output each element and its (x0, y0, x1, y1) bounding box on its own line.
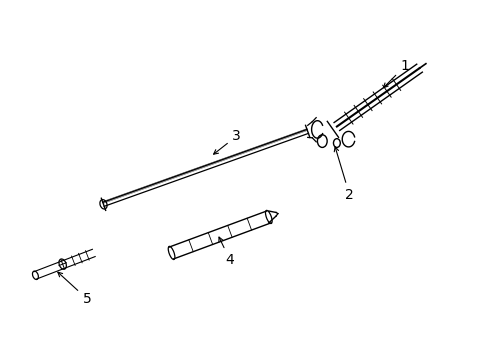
Ellipse shape (100, 199, 107, 209)
Ellipse shape (32, 271, 38, 279)
Text: 4: 4 (219, 237, 234, 267)
Ellipse shape (265, 210, 272, 224)
Text: 3: 3 (213, 129, 241, 154)
Ellipse shape (59, 259, 66, 269)
Text: 2: 2 (334, 147, 353, 202)
Text: 1: 1 (383, 59, 408, 88)
Ellipse shape (168, 246, 175, 260)
Text: 5: 5 (58, 272, 91, 306)
